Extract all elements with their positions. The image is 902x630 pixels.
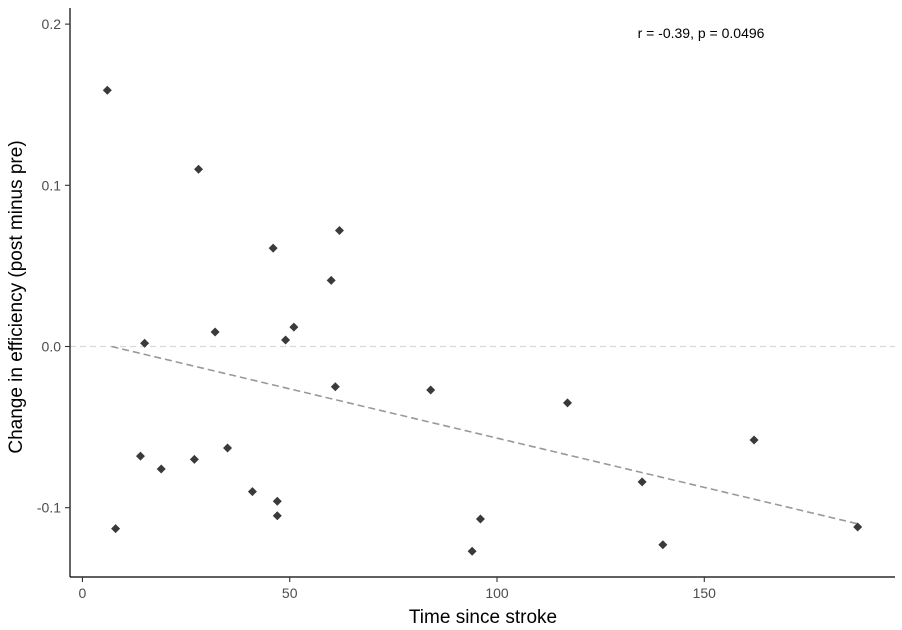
- data-point: [194, 164, 204, 174]
- ticks-layer: 0 50 100 150 -0.1 0.0 0.1 0.2: [37, 16, 716, 601]
- data-point: [268, 243, 278, 253]
- axes-layer: [69, 8, 895, 578]
- data-point: [749, 435, 759, 445]
- data-point: [281, 335, 291, 345]
- y-tick-label: -0.1: [37, 500, 61, 516]
- data-point: [658, 540, 668, 550]
- data-point: [140, 338, 150, 348]
- data-point: [467, 546, 477, 556]
- x-tick-label: 150: [693, 585, 717, 601]
- x-axis-title: Time since stroke: [409, 607, 557, 628]
- data-point: [853, 522, 863, 532]
- data-point: [272, 496, 282, 506]
- data-point: [637, 477, 647, 487]
- data-point: [426, 385, 436, 395]
- y-tick-label: 0.0: [42, 338, 62, 354]
- data-point: [223, 443, 233, 453]
- data-point: [334, 225, 344, 235]
- regression-fit-line: [111, 345, 858, 525]
- x-tick-label: 0: [79, 585, 87, 601]
- x-tick-label: 50: [282, 585, 298, 601]
- data-point: [210, 327, 220, 337]
- correlation-annotation: r = -0.39, p = 0.0496: [638, 25, 765, 41]
- data-point: [330, 382, 340, 392]
- fit-line-layer: [111, 345, 858, 525]
- y-tick-label: 0.2: [42, 16, 62, 32]
- points-layer: [102, 85, 863, 556]
- data-point: [189, 454, 199, 464]
- data-point: [111, 524, 121, 534]
- data-point: [272, 511, 282, 521]
- data-point: [135, 451, 145, 461]
- y-axis-title: Change in efficiency (post minus pre): [6, 140, 27, 453]
- data-point: [289, 322, 299, 332]
- data-point: [156, 464, 166, 474]
- data-point: [326, 275, 336, 285]
- data-point: [475, 514, 485, 524]
- data-point: [247, 487, 257, 497]
- data-point: [102, 85, 112, 95]
- x-tick-label: 100: [485, 585, 509, 601]
- data-point: [562, 398, 572, 408]
- y-tick-label: 0.1: [42, 177, 62, 193]
